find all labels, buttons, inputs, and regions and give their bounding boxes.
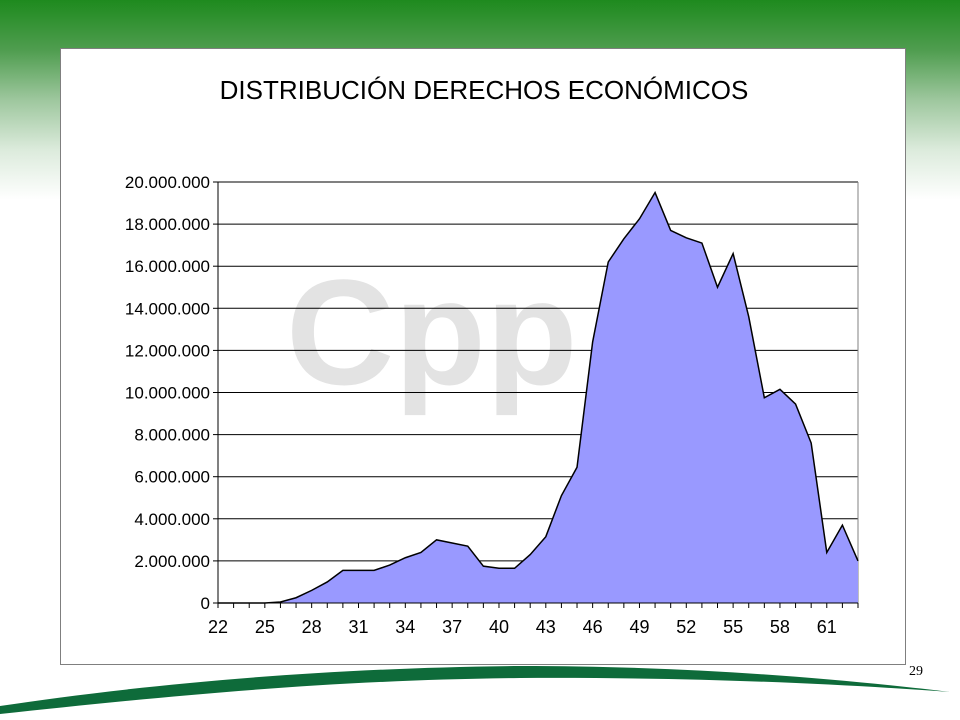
area-series [218, 190, 859, 604]
y-tick-label: 2.000.000 [134, 552, 210, 571]
page-number: 29 [909, 664, 923, 679]
y-tick-label: 0 [201, 594, 210, 613]
decorative-swoosh [0, 666, 950, 714]
x-tick-label: 46 [583, 617, 603, 637]
x-tick-label: 28 [302, 617, 322, 637]
x-tick-label: 40 [489, 617, 509, 637]
chart-frame: DISTRIBUCIÓN DERECHOS ECONÓMICOS Cpp 0 2.… [60, 48, 906, 665]
y-tick-label: 4.000.000 [134, 510, 210, 529]
y-axis: 0 2.000.000 4.000.000 6.000.000 8.000.000 10.… [125, 173, 219, 613]
x-tick-label: 61 [817, 617, 837, 637]
y-tick-label: 8.000.000 [134, 426, 210, 445]
x-tick-label: 34 [395, 617, 415, 637]
x-tick-label: 31 [348, 617, 368, 637]
x-tick-label: 55 [723, 617, 743, 637]
chart-title: DISTRIBUCIÓN DERECHOS ECONÓMICOS [220, 75, 749, 105]
x-tick-label: 58 [770, 617, 790, 637]
watermark-logo: Cpp [286, 248, 578, 416]
x-tick-label: 49 [629, 617, 649, 637]
swoosh-shape [0, 666, 950, 714]
y-tick-label: 18.000.000 [125, 215, 210, 234]
y-tick-label: 10.000.000 [125, 384, 210, 403]
y-tick-label: 20.000.000 [125, 173, 210, 192]
area-fill [218, 192, 858, 603]
distribution-area-chart: DISTRIBUCIÓN DERECHOS ECONÓMICOS Cpp 0 2.… [125, 75, 859, 637]
y-tick-label: 12.000.000 [125, 341, 210, 360]
y-tick-label: 16.000.000 [125, 257, 210, 276]
x-axis: 22 25 28 31 34 37 40 43 46 49 52 55 58 61 [208, 602, 859, 637]
x-tick-label: 25 [255, 617, 275, 637]
y-tick-label: 6.000.000 [134, 468, 210, 487]
x-tick-label: 43 [536, 617, 556, 637]
x-tick-label: 22 [208, 617, 228, 637]
grid-lines [218, 181, 859, 603]
y-tick-label: 14.000.000 [125, 299, 210, 318]
x-tick-label: 37 [442, 617, 462, 637]
area-outline [218, 190, 859, 604]
x-tick-label: 52 [676, 617, 696, 637]
